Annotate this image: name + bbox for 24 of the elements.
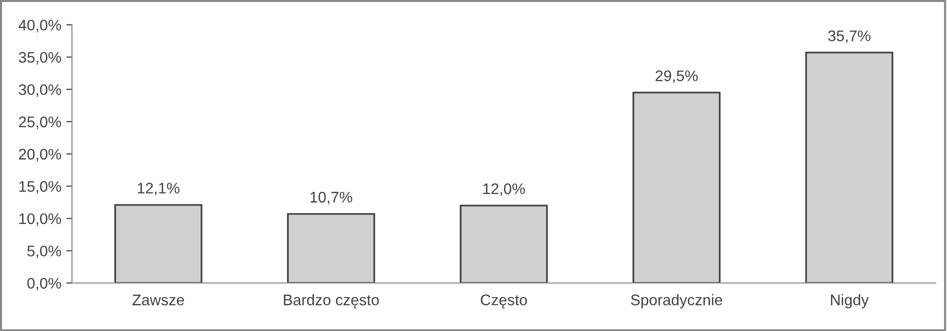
bar <box>287 213 376 284</box>
y-tick-label: 30,0% <box>18 84 62 97</box>
x-tick-label: Nigdy <box>830 294 869 308</box>
data-label: 35,7% <box>828 30 870 44</box>
y-tick-label: 25,0% <box>19 116 62 130</box>
y-tick-label: 35,0% <box>18 52 62 65</box>
y-tick-label: 10,0% <box>19 213 62 226</box>
x-tick-label: Sporadycznie <box>630 294 722 308</box>
x-tick-label: Zawsze <box>132 294 184 306</box>
y-tick-label: 20,0% <box>19 148 62 162</box>
data-label: 12,0% <box>483 183 525 196</box>
y-tick-label: 5,0% <box>27 246 62 258</box>
x-tick-label: Bardzo często <box>284 294 379 308</box>
data-label: 12,1% <box>138 182 180 196</box>
data-label: 10,7% <box>310 192 352 204</box>
x-tick-label: Często <box>480 294 527 308</box>
y-tick-label: 0,0% <box>27 278 62 290</box>
bar <box>114 204 202 284</box>
y-tick-label: 15,0% <box>19 181 62 194</box>
data-label: 29,5% <box>656 70 698 84</box>
bar <box>632 92 721 284</box>
bar <box>460 204 548 284</box>
bar <box>805 52 894 284</box>
y-tick-label: 40,0% <box>18 20 62 32</box>
